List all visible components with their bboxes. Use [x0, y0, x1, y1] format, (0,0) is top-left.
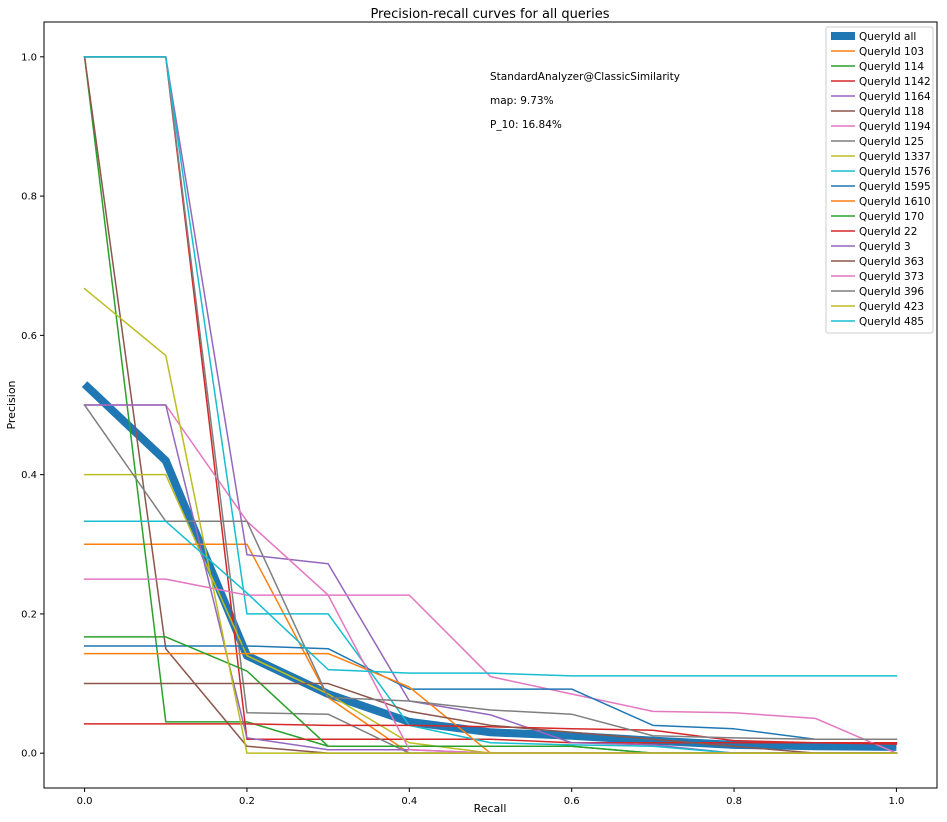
legend-entry-label: QueryId 363	[859, 256, 924, 268]
legend-entry-label: QueryId all	[859, 31, 916, 43]
series-lines	[81, 55, 898, 755]
series-line-queryid-1142	[83, 56, 898, 744]
series-line-queryid-423	[83, 287, 898, 754]
y-tick-label: 1.0	[21, 52, 37, 63]
y-tick-label: 0.0	[21, 749, 37, 760]
legend-entry-label: QueryId 423	[859, 301, 924, 313]
legend-entry-label: QueryId 114	[859, 61, 924, 73]
y-tick-label: 0.4	[21, 470, 37, 481]
series-line-queryid-all	[81, 381, 897, 751]
legend-entry-label: QueryId 170	[859, 211, 924, 223]
legend-entry-label: QueryId 1610	[859, 196, 931, 208]
series-line-queryid-485	[83, 520, 898, 677]
legend-entry-label: QueryId 485	[859, 316, 924, 328]
chart-title: Precision-recall curves for all queries	[370, 7, 609, 22]
x-tick-label: 0.0	[77, 796, 93, 807]
annotations: StandardAnalyzer@ClassicSimilarity map: 9…	[490, 71, 680, 131]
series-line-queryid-396	[83, 403, 898, 740]
series-line-queryid-363	[83, 682, 898, 754]
legend-entry-label: QueryId 3	[859, 241, 911, 253]
series-line-queryid-22	[83, 723, 898, 745]
legend-entry-label: QueryId 1142	[859, 76, 931, 88]
legend-entry-label: QueryId 103	[859, 46, 924, 58]
axes-frame	[43, 21, 938, 789]
x-axis-label: Recall	[474, 802, 507, 815]
annotation-text: map: 9.73%	[490, 95, 554, 107]
series-line-queryid-1595	[83, 645, 898, 740]
legend-entry-label: QueryId 1164	[859, 91, 931, 103]
annotation-text: StandardAnalyzer@ClassicSimilarity	[490, 71, 680, 83]
x-tick-label: 0.8	[726, 796, 742, 807]
series-line-queryid-1194	[83, 404, 898, 755]
legend-entry-label: QueryId 1576	[859, 166, 931, 178]
legend-entry-label: QueryId 1595	[859, 181, 931, 193]
legend-entry-label: QueryId 125	[859, 136, 924, 148]
legend-entry-label: QueryId 396	[859, 286, 924, 298]
legend: QueryId all QueryId 103 QueryId 114 QueryId…	[825, 26, 934, 334]
y-tick-label: 0.6	[21, 331, 37, 342]
legend-entry-label: QueryId 1194	[859, 121, 931, 133]
x-tick-label: 0.2	[239, 796, 255, 807]
plot-area	[81, 55, 898, 755]
legend-entry-label: QueryId 118	[859, 106, 924, 118]
legend-entry-label: QueryId 373	[859, 271, 924, 283]
legend-box	[825, 26, 934, 334]
y-tick-label: 0.2	[21, 609, 37, 620]
y-tick-label: 0.8	[21, 192, 37, 203]
legend-entry-label: QueryId 1337	[859, 151, 931, 163]
x-tick-label: 0.4	[401, 796, 417, 807]
x-tick-label: 0.6	[564, 796, 580, 807]
legend-entry-label: QueryId 22	[859, 226, 917, 238]
x-tick-label: 1.0	[888, 796, 904, 807]
axes: 0.0 0.2 0.4 0.6 0.8 1.0 0.0 0.2 0.4 0.6 0.8 1.0	[21, 21, 938, 807]
annotation-text: P_10: 16.84%	[490, 119, 562, 131]
y-axis-label: Precision	[5, 380, 18, 429]
